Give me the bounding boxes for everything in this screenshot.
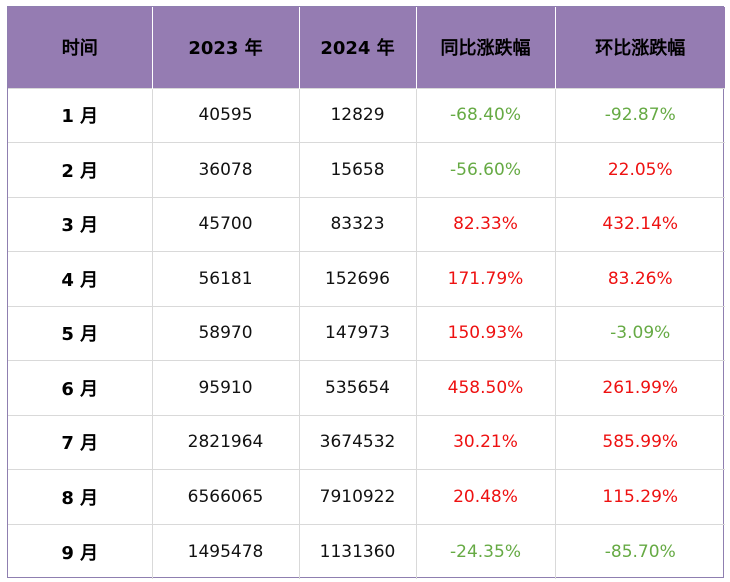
month-cell: 8 月 bbox=[8, 469, 153, 524]
table-row: 5 月 58970 147973 150.93% -3.09% bbox=[8, 305, 725, 361]
value-2024-cell: 147973 bbox=[299, 305, 417, 361]
mom-change-cell: 115.29% bbox=[555, 469, 725, 524]
mom-change-cell: 22.05% bbox=[555, 142, 725, 197]
header-2024: 2024 年 bbox=[299, 7, 417, 88]
table-row: 8 月 6566065 7910922 20.48% 115.29% bbox=[8, 469, 725, 524]
value-2024-cell: 535654 bbox=[299, 360, 417, 415]
yoy-change-cell: -56.60% bbox=[416, 142, 556, 197]
value-2024-cell: 83323 bbox=[299, 196, 417, 252]
table-row: 4 月 56181 152696 171.79% 83.26% bbox=[8, 251, 725, 306]
month-cell: 4 月 bbox=[8, 251, 153, 306]
value-2024-cell: 152696 bbox=[299, 251, 417, 306]
value-2023-cell: 56181 bbox=[152, 251, 300, 306]
table-header-row: 时间 2023 年 2024 年 同比涨跌幅 环比涨跌幅 bbox=[8, 7, 725, 88]
yoy-change-cell: 171.79% bbox=[416, 251, 556, 306]
mom-change-cell: -92.87% bbox=[555, 87, 725, 143]
value-2024-cell: 3674532 bbox=[299, 414, 417, 470]
table-row: 9 月 1495478 1131360 -24.35% -85.70% bbox=[8, 523, 725, 579]
value-2023-cell: 58970 bbox=[152, 305, 300, 361]
mom-change-cell: 261.99% bbox=[555, 360, 725, 415]
header-2023: 2023 年 bbox=[152, 7, 300, 88]
mom-change-cell: 83.26% bbox=[555, 251, 725, 306]
yoy-change-cell: -68.40% bbox=[416, 87, 556, 143]
table-row: 3 月 45700 83323 82.33% 432.14% bbox=[8, 196, 725, 252]
mom-change-cell: 585.99% bbox=[555, 414, 725, 470]
data-table-container: 时间 2023 年 2024 年 同比涨跌幅 环比涨跌幅 1 月 40595 1… bbox=[7, 6, 725, 579]
yoy-change-cell: 458.50% bbox=[416, 360, 556, 415]
yoy-change-cell: 150.93% bbox=[416, 305, 556, 361]
month-cell: 7 月 bbox=[8, 414, 153, 470]
yoy-change-cell: -24.35% bbox=[416, 523, 556, 579]
yoy-change-cell: 30.21% bbox=[416, 414, 556, 470]
value-2023-cell: 95910 bbox=[152, 360, 300, 415]
value-2024-cell: 12829 bbox=[299, 87, 417, 143]
monthly-comparison-table: 时间 2023 年 2024 年 同比涨跌幅 环比涨跌幅 1 月 40595 1… bbox=[8, 7, 725, 579]
header-month: 时间 bbox=[8, 7, 153, 88]
header-mom-change: 环比涨跌幅 bbox=[555, 7, 725, 88]
value-2024-cell: 7910922 bbox=[299, 469, 417, 524]
table-row: 1 月 40595 12829 -68.40% -92.87% bbox=[8, 87, 725, 143]
table-row: 2 月 36078 15658 -56.60% 22.05% bbox=[8, 142, 725, 197]
value-2024-cell: 15658 bbox=[299, 142, 417, 197]
yoy-change-cell: 20.48% bbox=[416, 469, 556, 524]
header-yoy-change: 同比涨跌幅 bbox=[416, 7, 556, 88]
value-2024-cell: 1131360 bbox=[299, 523, 417, 579]
value-2023-cell: 2821964 bbox=[152, 414, 300, 470]
table-row: 6 月 95910 535654 458.50% 261.99% bbox=[8, 360, 725, 415]
month-cell: 6 月 bbox=[8, 360, 153, 415]
yoy-change-cell: 82.33% bbox=[416, 196, 556, 252]
mom-change-cell: -85.70% bbox=[555, 523, 725, 579]
month-cell: 3 月 bbox=[8, 196, 153, 252]
mom-change-cell: 432.14% bbox=[555, 196, 725, 252]
month-cell: 5 月 bbox=[8, 305, 153, 361]
value-2023-cell: 6566065 bbox=[152, 469, 300, 524]
mom-change-cell: -3.09% bbox=[555, 305, 725, 361]
table-row: 7 月 2821964 3674532 30.21% 585.99% bbox=[8, 414, 725, 470]
value-2023-cell: 1495478 bbox=[152, 523, 300, 579]
month-cell: 9 月 bbox=[8, 523, 153, 579]
month-cell: 1 月 bbox=[8, 87, 153, 143]
value-2023-cell: 36078 bbox=[152, 142, 300, 197]
month-cell: 2 月 bbox=[8, 142, 153, 197]
value-2023-cell: 40595 bbox=[152, 87, 300, 143]
value-2023-cell: 45700 bbox=[152, 196, 300, 252]
